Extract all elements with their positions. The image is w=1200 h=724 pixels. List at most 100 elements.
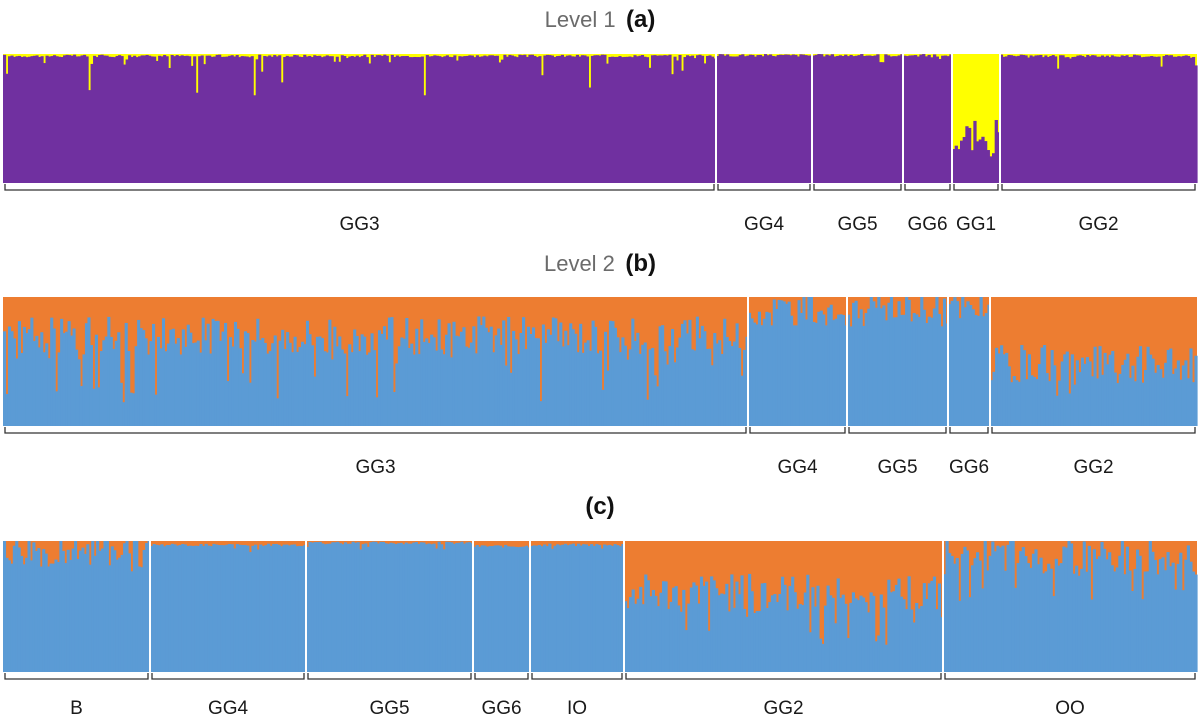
admixture-bar bbox=[1048, 381, 1052, 426]
admixture-bar bbox=[368, 63, 372, 183]
admixture-bar bbox=[366, 546, 370, 672]
admixture-bar bbox=[364, 543, 368, 672]
admixture-bar bbox=[3, 331, 7, 426]
admixture-bar bbox=[1047, 563, 1051, 672]
admixture-bar bbox=[42, 352, 46, 426]
admixture-bar bbox=[238, 57, 242, 183]
admixture-bar bbox=[1027, 57, 1031, 183]
group-oo-bars bbox=[943, 541, 1198, 672]
admixture-bar bbox=[414, 542, 418, 672]
admixture-bar bbox=[320, 57, 324, 183]
admixture-bar bbox=[1154, 372, 1158, 426]
admixture-bar bbox=[789, 55, 793, 183]
admixture-bar bbox=[371, 541, 375, 672]
admixture-bar bbox=[864, 602, 868, 672]
group-label: GG6 bbox=[907, 214, 947, 235]
admixture-bar bbox=[1071, 56, 1075, 183]
admixture-bar bbox=[978, 560, 982, 672]
admixture-bar bbox=[1189, 561, 1193, 672]
admixture-bar bbox=[493, 55, 497, 183]
admixture-bar bbox=[15, 541, 19, 672]
admixture-bar bbox=[700, 55, 705, 183]
admixture-bar bbox=[624, 601, 628, 672]
admixture-bar bbox=[67, 321, 71, 426]
admixture-bar bbox=[698, 338, 702, 426]
admixture-bar bbox=[553, 57, 557, 183]
admixture-bar bbox=[643, 56, 647, 183]
admixture-bar bbox=[513, 56, 517, 183]
admixture-bar bbox=[335, 346, 339, 426]
admixture-bar bbox=[66, 549, 70, 672]
admixture-bar bbox=[241, 545, 245, 672]
admixture-bar bbox=[625, 56, 630, 183]
admixture-bar bbox=[1076, 55, 1080, 183]
admixture-bar bbox=[589, 350, 593, 426]
admixture-bar bbox=[1044, 571, 1048, 672]
admixture-bar bbox=[1181, 590, 1185, 672]
admixture-bar bbox=[738, 347, 742, 426]
admixture-bar bbox=[976, 315, 981, 426]
admixture-bar bbox=[948, 304, 952, 426]
admixture-bar bbox=[708, 55, 712, 183]
admixture-bar bbox=[608, 320, 613, 426]
admixture-bar bbox=[561, 544, 565, 672]
admixture-bar bbox=[1110, 55, 1114, 183]
admixture-bar bbox=[1103, 56, 1107, 183]
admixture-bar bbox=[224, 322, 228, 426]
admixture-bar bbox=[130, 571, 134, 672]
admixture-bar bbox=[20, 56, 24, 183]
admixture-bar bbox=[847, 314, 851, 426]
admixture-bar bbox=[965, 550, 969, 672]
admixture-bar bbox=[333, 326, 337, 426]
admixture-bar bbox=[283, 57, 287, 184]
admixture-bar bbox=[114, 340, 118, 426]
admixture-bar bbox=[806, 55, 811, 184]
admixture-bar bbox=[973, 120, 977, 183]
admixture-bar bbox=[457, 542, 461, 672]
admixture-bar bbox=[1002, 354, 1006, 426]
admixture-bar bbox=[874, 307, 878, 426]
admixture-bar bbox=[570, 56, 574, 183]
admixture-bar bbox=[1184, 360, 1188, 426]
admixture-bar bbox=[867, 612, 871, 672]
admixture-bar bbox=[905, 297, 909, 426]
admixture-bar bbox=[445, 541, 449, 672]
admixture-bar bbox=[220, 545, 224, 672]
admixture-bar bbox=[199, 352, 203, 426]
admixture-bar bbox=[844, 603, 848, 672]
admixture-bar bbox=[12, 545, 16, 672]
group-separator bbox=[846, 297, 848, 426]
admixture-bar bbox=[763, 582, 767, 672]
admixture-bar bbox=[794, 54, 798, 183]
admixture-bar bbox=[13, 56, 17, 183]
admixture-bar bbox=[634, 603, 638, 672]
admixture-bar bbox=[733, 341, 737, 426]
admixture-bar bbox=[465, 542, 469, 672]
admixture-bar bbox=[1087, 545, 1091, 672]
group-bracket bbox=[949, 427, 989, 434]
admixture-bar bbox=[1191, 382, 1196, 426]
admixture-bar bbox=[1184, 559, 1188, 672]
admixture-bar bbox=[1169, 566, 1173, 672]
admixture-bar bbox=[660, 55, 665, 183]
admixture-bar bbox=[902, 599, 906, 672]
admixture-bar bbox=[412, 354, 416, 426]
admixture-bar bbox=[403, 56, 407, 183]
admixture-bar bbox=[755, 611, 759, 672]
admixture-bar bbox=[410, 343, 414, 426]
group-label: B bbox=[70, 698, 83, 719]
admixture-bar bbox=[711, 56, 715, 183]
admixture-bar bbox=[870, 56, 875, 183]
admixture-bar bbox=[793, 592, 797, 672]
admixture-bar bbox=[1128, 377, 1132, 426]
admixture-bar bbox=[458, 56, 462, 183]
admixture-bar bbox=[272, 544, 276, 672]
admixture-bar bbox=[48, 56, 52, 183]
admixture-bar bbox=[196, 545, 200, 672]
admixture-bar bbox=[1146, 346, 1150, 426]
admixture-bar bbox=[742, 608, 747, 672]
admixture-bar bbox=[432, 337, 436, 426]
admixture-bar bbox=[313, 542, 317, 672]
admixture-bar bbox=[732, 607, 736, 672]
admixture-bar bbox=[650, 55, 655, 183]
